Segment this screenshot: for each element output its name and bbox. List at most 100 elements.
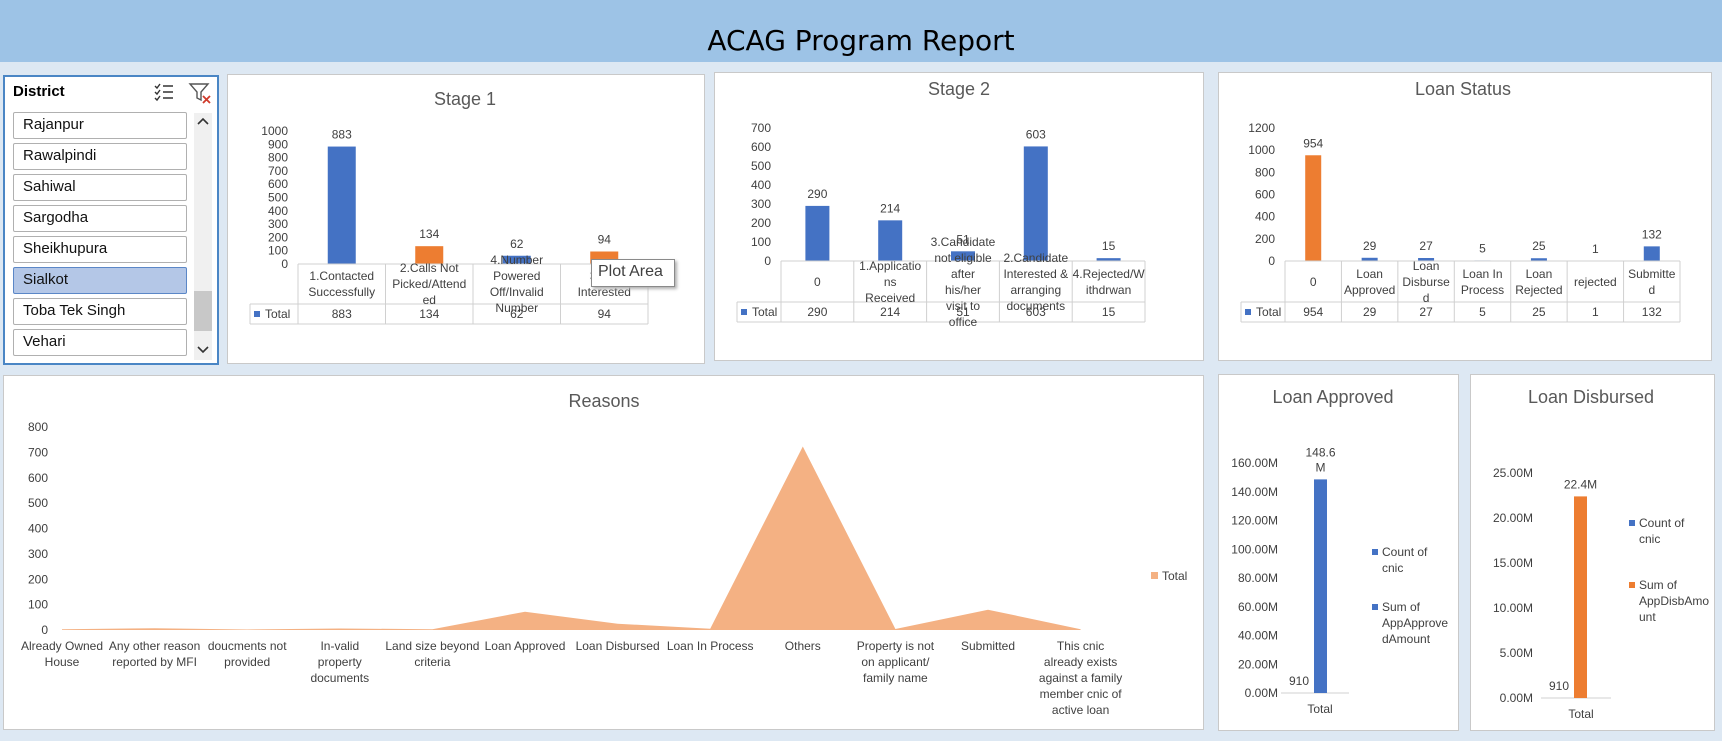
multi-select-icon[interactable] <box>153 81 175 103</box>
data-label: 134 <box>419 227 439 241</box>
y-tick-label: 300 <box>751 197 771 211</box>
scroll-down-icon[interactable] <box>194 340 212 358</box>
y-tick-label: 40.00M <box>1238 629 1278 643</box>
chart-title: Stage 1 <box>434 89 496 109</box>
table-value: 94 <box>598 307 612 321</box>
y-tick-label: 400 <box>1255 210 1275 224</box>
table-value: 132 <box>1642 305 1662 319</box>
slicer-item-list: Rajanpur Rawalpindi Sahiwal Sargodha She… <box>13 112 189 360</box>
slicer-item[interactable]: Rajanpur <box>13 112 187 139</box>
legend-label: Count of cnic <box>1639 516 1685 546</box>
report-title: ACAG Program Report <box>707 24 1015 57</box>
y-tick-label: 60.00M <box>1238 600 1278 614</box>
table-value: 62 <box>510 307 524 321</box>
stage2-chart[interactable]: Stage 2 0 100 200 300 400 500 600 700 290 214 51 603… <box>714 72 1204 361</box>
data-label: 883 <box>332 128 352 142</box>
district-slicer[interactable]: District Rajanpur Rawalpindi Sahiwal Sar… <box>3 75 219 365</box>
slicer-item[interactable]: Sahiwal <box>13 174 187 201</box>
y-tick-label: 1200 <box>1248 121 1275 135</box>
category-label: 3.Candidate not eligible after his/her visit… <box>931 235 996 329</box>
chart-title: Loan Approved <box>1272 387 1393 407</box>
y-tick-label: 600 <box>751 140 771 154</box>
clear-filter-icon[interactable] <box>188 81 212 105</box>
data-label: 94 <box>598 232 612 246</box>
category-label: 2.Candidate Interested & arranging document… <box>1003 251 1068 313</box>
slicer-item[interactable]: Sheikhupura <box>13 236 187 263</box>
legend-key <box>1629 520 1635 526</box>
table-value: 214 <box>880 305 900 319</box>
chart-title: Loan Status <box>1415 79 1511 99</box>
y-tick-label: 100 <box>268 244 288 258</box>
y-tick-label: 600 <box>1255 188 1275 202</box>
table-value: 27 <box>1419 305 1433 319</box>
report-banner: ACAG Program Report <box>0 0 1722 62</box>
bar <box>1574 496 1587 698</box>
y-tick-label: 200 <box>1255 232 1275 246</box>
legend-label: Sum of AppApprove dAmount <box>1382 600 1448 646</box>
legend-key <box>741 309 747 315</box>
y-tick-label: 0.00M <box>1500 691 1533 705</box>
y-tick-label: 200 <box>751 216 771 230</box>
category-label: Loan Disburse d <box>1402 259 1450 305</box>
legend-key <box>1629 582 1635 588</box>
y-tick-label: 400 <box>751 178 771 192</box>
slicer-item-selected[interactable]: Sialkot <box>13 267 187 294</box>
y-tick-label: 400 <box>268 204 288 218</box>
table-value: 134 <box>419 307 439 321</box>
legend-label: Count of cnic <box>1382 545 1428 575</box>
y-tick-label: 25.00M <box>1493 466 1533 480</box>
category-label: 4.Rejected/W ithdrwan <box>1073 267 1146 297</box>
category-label: Loan Approved <box>1344 267 1395 297</box>
bar <box>1305 155 1322 261</box>
data-label: 1 <box>1592 242 1599 256</box>
area-series <box>62 446 1081 630</box>
data-label: 290 <box>807 187 827 201</box>
slicer-item[interactable]: Vehari <box>13 329 187 356</box>
loan-status-chart[interactable]: Loan Status 0 200 400 600 800 1000 1200 954 29 27 5… <box>1218 72 1712 361</box>
data-label: 25 <box>1532 239 1546 253</box>
y-tick-label: 800 <box>268 151 288 165</box>
y-tick-label: 500 <box>751 159 771 173</box>
category-label: Property is not on applicant/family name <box>857 639 935 685</box>
slicer-scrollbar-thumb[interactable] <box>194 291 212 331</box>
slicer-item[interactable]: Sargodha <box>13 205 187 232</box>
y-tick-label: 1000 <box>1248 143 1275 157</box>
data-label: 22.4M <box>1564 477 1597 491</box>
y-tick-label: 600 <box>28 471 48 485</box>
chart-title: Loan Disbursed <box>1528 387 1654 407</box>
category-label: Already Owned House <box>21 639 103 669</box>
y-tick-label: 200 <box>28 572 48 586</box>
category-label: Total <box>1568 707 1593 721</box>
slicer-header: District <box>13 83 65 100</box>
data-label: 603 <box>1026 127 1046 141</box>
y-tick-label: 0 <box>764 254 771 268</box>
y-tick-label: 20.00M <box>1238 657 1278 671</box>
category-label: 1.Applicatio ns Received <box>859 259 921 305</box>
category-label: Loan Disbursed <box>576 639 660 653</box>
bar <box>805 205 830 261</box>
legend-key <box>1151 572 1158 579</box>
bar <box>951 251 975 261</box>
slicer-item[interactable]: Rawalpindi <box>13 143 187 170</box>
category-label: doucments not provided <box>208 639 287 669</box>
scroll-up-icon[interactable] <box>194 113 212 131</box>
table-value: 883 <box>332 307 352 321</box>
y-tick-label: 800 <box>1255 165 1275 179</box>
slicer-item[interactable]: Toba Tek Singh <box>13 298 187 325</box>
y-tick-label: 200 <box>268 230 288 244</box>
loan-approved-chart[interactable]: Loan Approved 0.00M 20.00M 40.00M 60.00M 80.0… <box>1218 374 1459 731</box>
bar <box>1643 246 1660 261</box>
stage1-chart[interactable]: Stage 1 0 100 200 300 400 500 600 700 800 900 1000 8… <box>227 74 705 364</box>
bar <box>1361 257 1378 261</box>
y-tick-label: 800 <box>28 420 48 434</box>
loan-disbursed-chart[interactable]: Loan Disbursed 0.00M 5.00M 10.00M 15.00M 20.0… <box>1470 374 1715 731</box>
reasons-chart[interactable]: Reasons 0 100 200 300 400 500 600 700 800 Already … <box>3 375 1204 730</box>
category-label: Submitted <box>961 639 1015 653</box>
y-tick-label: 400 <box>28 522 48 536</box>
y-tick-label: 20.00M <box>1493 511 1533 525</box>
category-label: Loan In Process <box>1461 267 1504 297</box>
chart-title: Stage 2 <box>928 79 990 99</box>
category-label: 0 <box>814 275 821 289</box>
data-label: 910 <box>1289 674 1309 688</box>
category-label: 0 <box>1310 275 1317 289</box>
